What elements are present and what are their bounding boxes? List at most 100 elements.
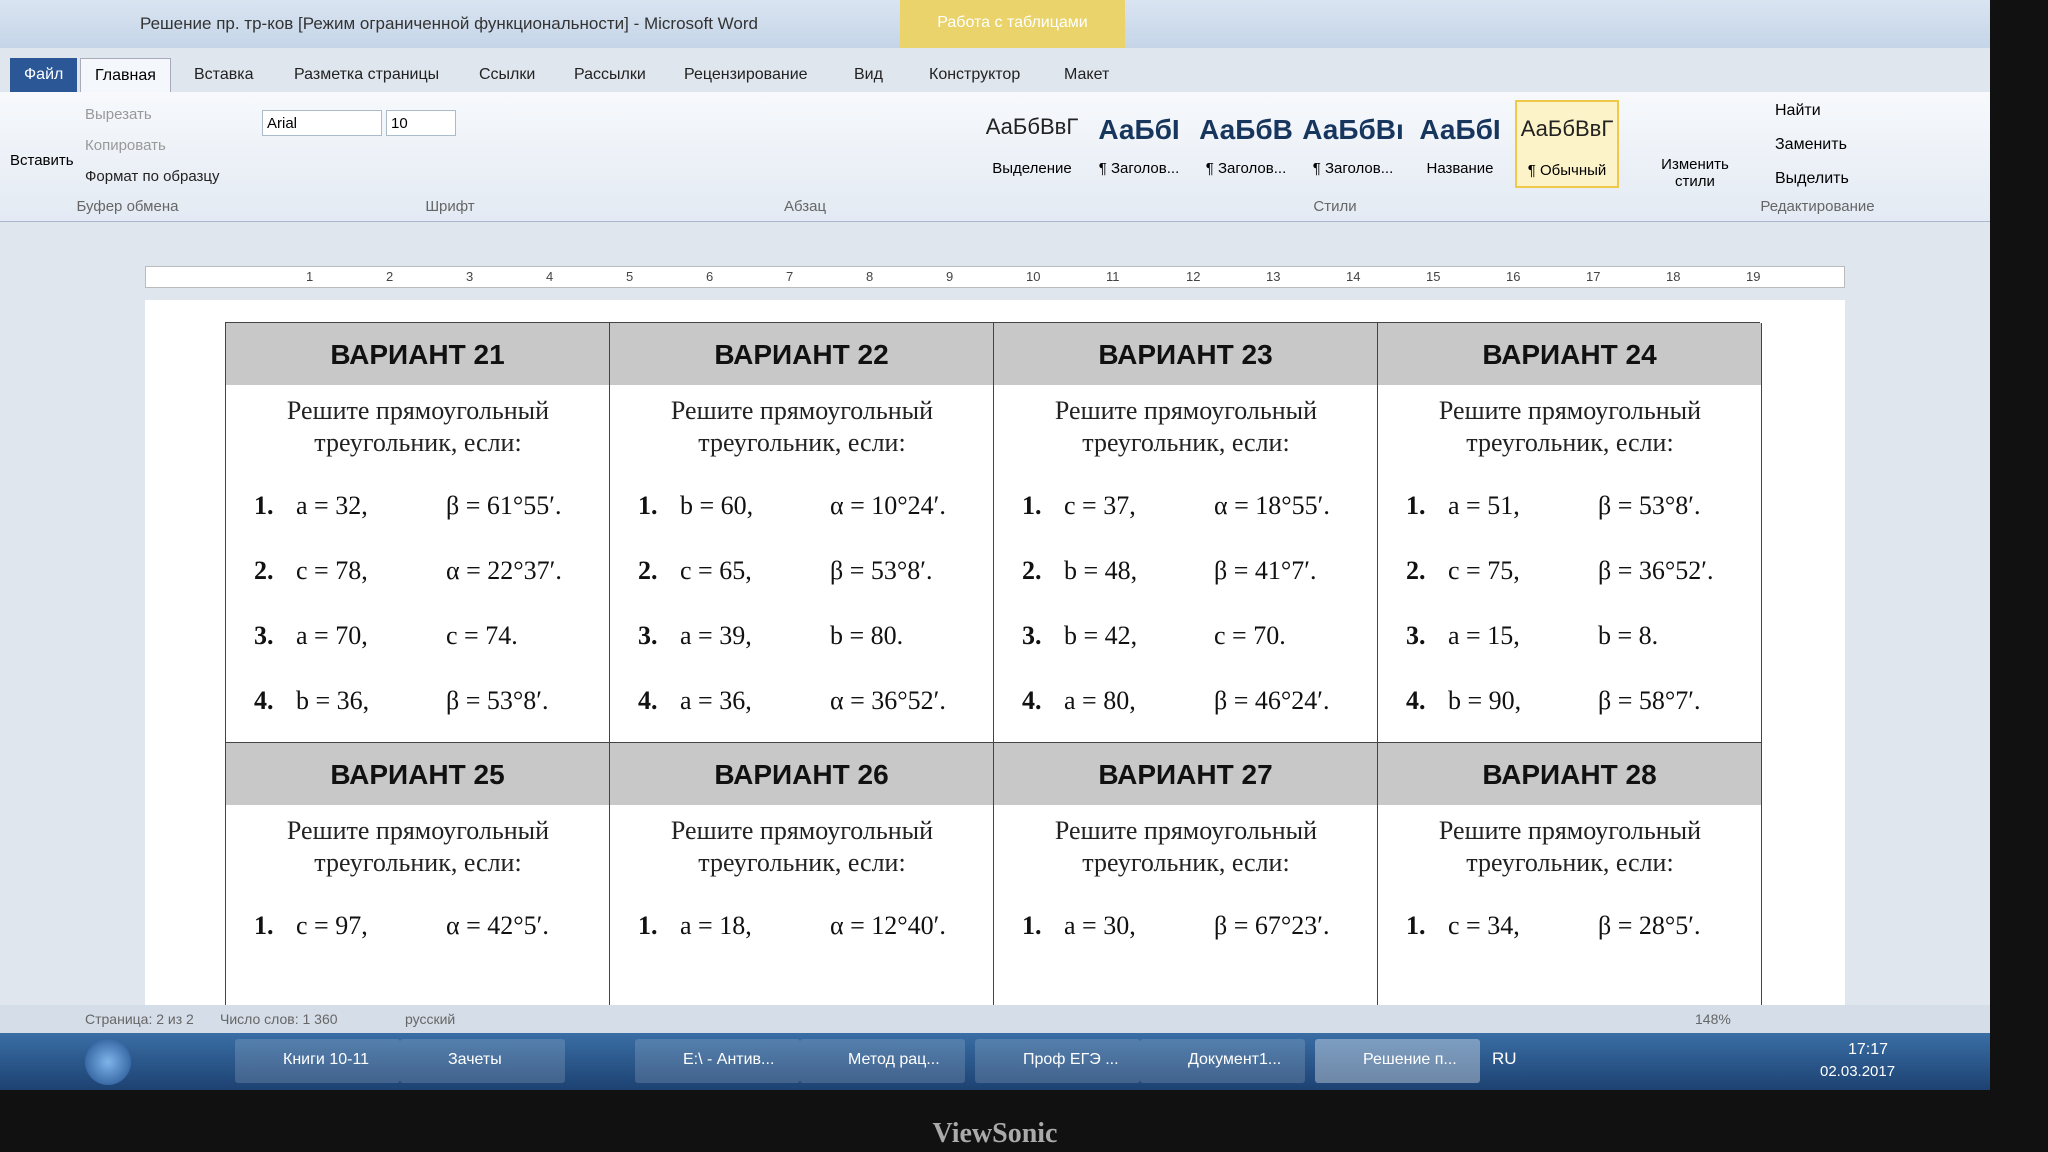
- ribbon-tab[interactable]: Конструктор: [929, 66, 1021, 83]
- clock-time: 17:17: [1848, 1041, 1889, 1058]
- style-sample: АаБбВ: [1199, 114, 1293, 145]
- variant-header: ВАРИАНТ 24: [1378, 323, 1761, 385]
- style-item[interactable]: АаБбВвГ ¶ Обычный: [1515, 100, 1619, 188]
- problem-left: c = 75,: [1448, 556, 1520, 585]
- group-label: Шрифт: [425, 198, 475, 215]
- paste-button[interactable]: Вставить: [10, 152, 74, 169]
- page: ВАРИАНТ 21 Решите прямоугольный треугольн…: [145, 300, 1845, 1010]
- variant-prompt: Решите прямоугольный треугольник, если:: [286, 396, 550, 457]
- problem-right: α = 18°55′.: [1214, 491, 1330, 520]
- taskbar-item[interactable]: Проф ЕГЭ ...: [975, 1039, 1140, 1083]
- problem-left: b = 36,: [296, 686, 370, 715]
- ruler-number: 8: [866, 269, 874, 284]
- problem-right: β = 58°7′.: [1598, 686, 1701, 715]
- problem-right: β = 53°8′.: [830, 556, 933, 585]
- font-size[interactable]: 10: [386, 110, 456, 136]
- problem-right: α = 42°5′.: [446, 911, 549, 940]
- problem-right: β = 36°52′.: [1598, 556, 1714, 585]
- editing-button[interactable]: Выделить: [1775, 170, 1849, 187]
- table-cell: ВАРИАНТ 26 Решите прямоугольный треугольн…: [610, 743, 994, 1010]
- ribbon-tab[interactable]: Вставка: [194, 66, 254, 83]
- variant-header: ВАРИАНТ 27: [994, 743, 1377, 805]
- style-item[interactable]: АаБбВı ¶ Заголов...: [1301, 100, 1405, 188]
- problem-left: c = 65,: [680, 556, 752, 585]
- problem-num: 2.: [1406, 556, 1426, 585]
- clipboard-button[interactable]: Вырезать: [85, 106, 152, 123]
- ribbon-tab[interactable]: Разметка страницы: [294, 66, 440, 83]
- problem-left: a = 80,: [1064, 686, 1136, 715]
- problem-num: 3.: [254, 621, 274, 650]
- ruler-number: 2: [386, 269, 394, 284]
- variant-header: ВАРИАНТ 28: [1378, 743, 1761, 805]
- ribbon-tab[interactable]: Рассылки: [574, 66, 646, 83]
- style-sample: АаБбВвГ: [1520, 116, 1614, 141]
- taskbar-item[interactable]: Документ1...: [1140, 1039, 1305, 1083]
- clipboard-button[interactable]: Копировать: [85, 137, 166, 154]
- problem-right: α = 22°37′.: [446, 556, 562, 585]
- problem-num: 2.: [1022, 556, 1042, 585]
- style-item[interactable]: АаБбI ¶ Заголов...: [1087, 100, 1191, 188]
- clipboard-button[interactable]: Формат по образцу: [85, 168, 220, 185]
- ruler-number: 6: [706, 269, 714, 284]
- ribbon-tab[interactable]: Файл: [10, 58, 78, 92]
- keyboard-language[interactable]: RU: [1492, 1049, 1517, 1068]
- ribbon-tab[interactable]: Главная: [80, 58, 171, 92]
- ruler-number: 18: [1666, 269, 1681, 284]
- window-title: Решение пр. тр-ков [Режим ограниченной ф…: [140, 14, 758, 33]
- status-page: Страница: 2 из 2: [85, 1011, 194, 1027]
- problem-right: β = 53°8′.: [1598, 491, 1701, 520]
- style-name: ¶ Обычный: [1527, 162, 1607, 179]
- table-cell: ВАРИАНТ 25 Решите прямоугольный треугольн…: [226, 743, 610, 1010]
- taskbar-item[interactable]: Книги 10-11: [235, 1039, 400, 1083]
- variant-prompt: Решите прямоугольный треугольник, если:: [1054, 816, 1318, 877]
- problem-num: 4.: [254, 686, 274, 715]
- ribbon-tab[interactable]: Макет: [1064, 66, 1110, 83]
- ruler-number: 14: [1346, 269, 1361, 284]
- problem-left: c = 78,: [296, 556, 368, 585]
- problem-num: 1.: [638, 911, 658, 940]
- problem-left: a = 32,: [296, 491, 368, 520]
- table: ВАРИАНТ 21 Решите прямоугольный треугольн…: [225, 322, 1762, 1010]
- taskbar-item[interactable]: E:\ - Антив...: [635, 1039, 800, 1083]
- ruler-number: 12: [1186, 269, 1201, 284]
- ruler-number: 15: [1426, 269, 1441, 284]
- font-name[interactable]: Arial: [262, 110, 382, 136]
- problem-left: a = 70,: [296, 621, 368, 650]
- table-cell: ВАРИАНТ 23 Решите прямоугольный треугольн…: [994, 323, 1378, 743]
- style-name: ¶ Заголов...: [1205, 160, 1287, 177]
- ruler-number: 5: [626, 269, 634, 284]
- ruler-number: 10: [1026, 269, 1041, 284]
- editing-button[interactable]: Заменить: [1775, 136, 1847, 153]
- ribbon-tab[interactable]: Ссылки: [479, 66, 536, 83]
- taskbar-item[interactable]: Зачеты: [400, 1039, 565, 1083]
- style-item[interactable]: АаБбВ ¶ Заголов...: [1194, 100, 1298, 188]
- screen: Решение пр. тр-ков [Режим ограниченной ф…: [0, 0, 1990, 1090]
- variant-header: ВАРИАНТ 26: [610, 743, 993, 805]
- problem-num: 1.: [1406, 491, 1426, 520]
- quick-access: [0, 228, 1990, 258]
- ribbon-tab[interactable]: Вид: [854, 66, 883, 83]
- editing-button[interactable]: Найти: [1775, 102, 1821, 119]
- style-name: ¶ Заголов...: [1312, 160, 1394, 177]
- ribbon-tab[interactable]: Рецензирование: [684, 66, 808, 83]
- problem-num: 1.: [254, 911, 274, 940]
- problem-num: 4.: [1022, 686, 1042, 715]
- group-label: Буфер обмена: [76, 198, 179, 215]
- status-words: Число слов: 1 360: [220, 1011, 338, 1027]
- problem-right: b = 8.: [1598, 621, 1659, 650]
- problem-num: 4.: [638, 686, 658, 715]
- change-styles[interactable]: Изменить стили: [1661, 156, 1729, 190]
- style-item[interactable]: АаБбВвГ Выделение: [980, 100, 1084, 188]
- ruler-number: 7: [786, 269, 794, 284]
- style-sample: АаБбВı: [1302, 114, 1404, 145]
- style-name: ¶ Заголов...: [1098, 160, 1180, 177]
- taskbar-item[interactable]: Решение п...: [1315, 1039, 1480, 1083]
- problem-right: α = 10°24′.: [830, 491, 946, 520]
- monitor-brand: ViewSonic: [932, 1118, 1058, 1149]
- zoom-level[interactable]: 148%: [1695, 1011, 1731, 1027]
- style-item[interactable]: АаБбI Название: [1408, 100, 1512, 188]
- taskbar-item[interactable]: Метод рац...: [800, 1039, 965, 1083]
- problem-num: 3.: [1022, 621, 1042, 650]
- start-button[interactable]: [85, 1039, 131, 1085]
